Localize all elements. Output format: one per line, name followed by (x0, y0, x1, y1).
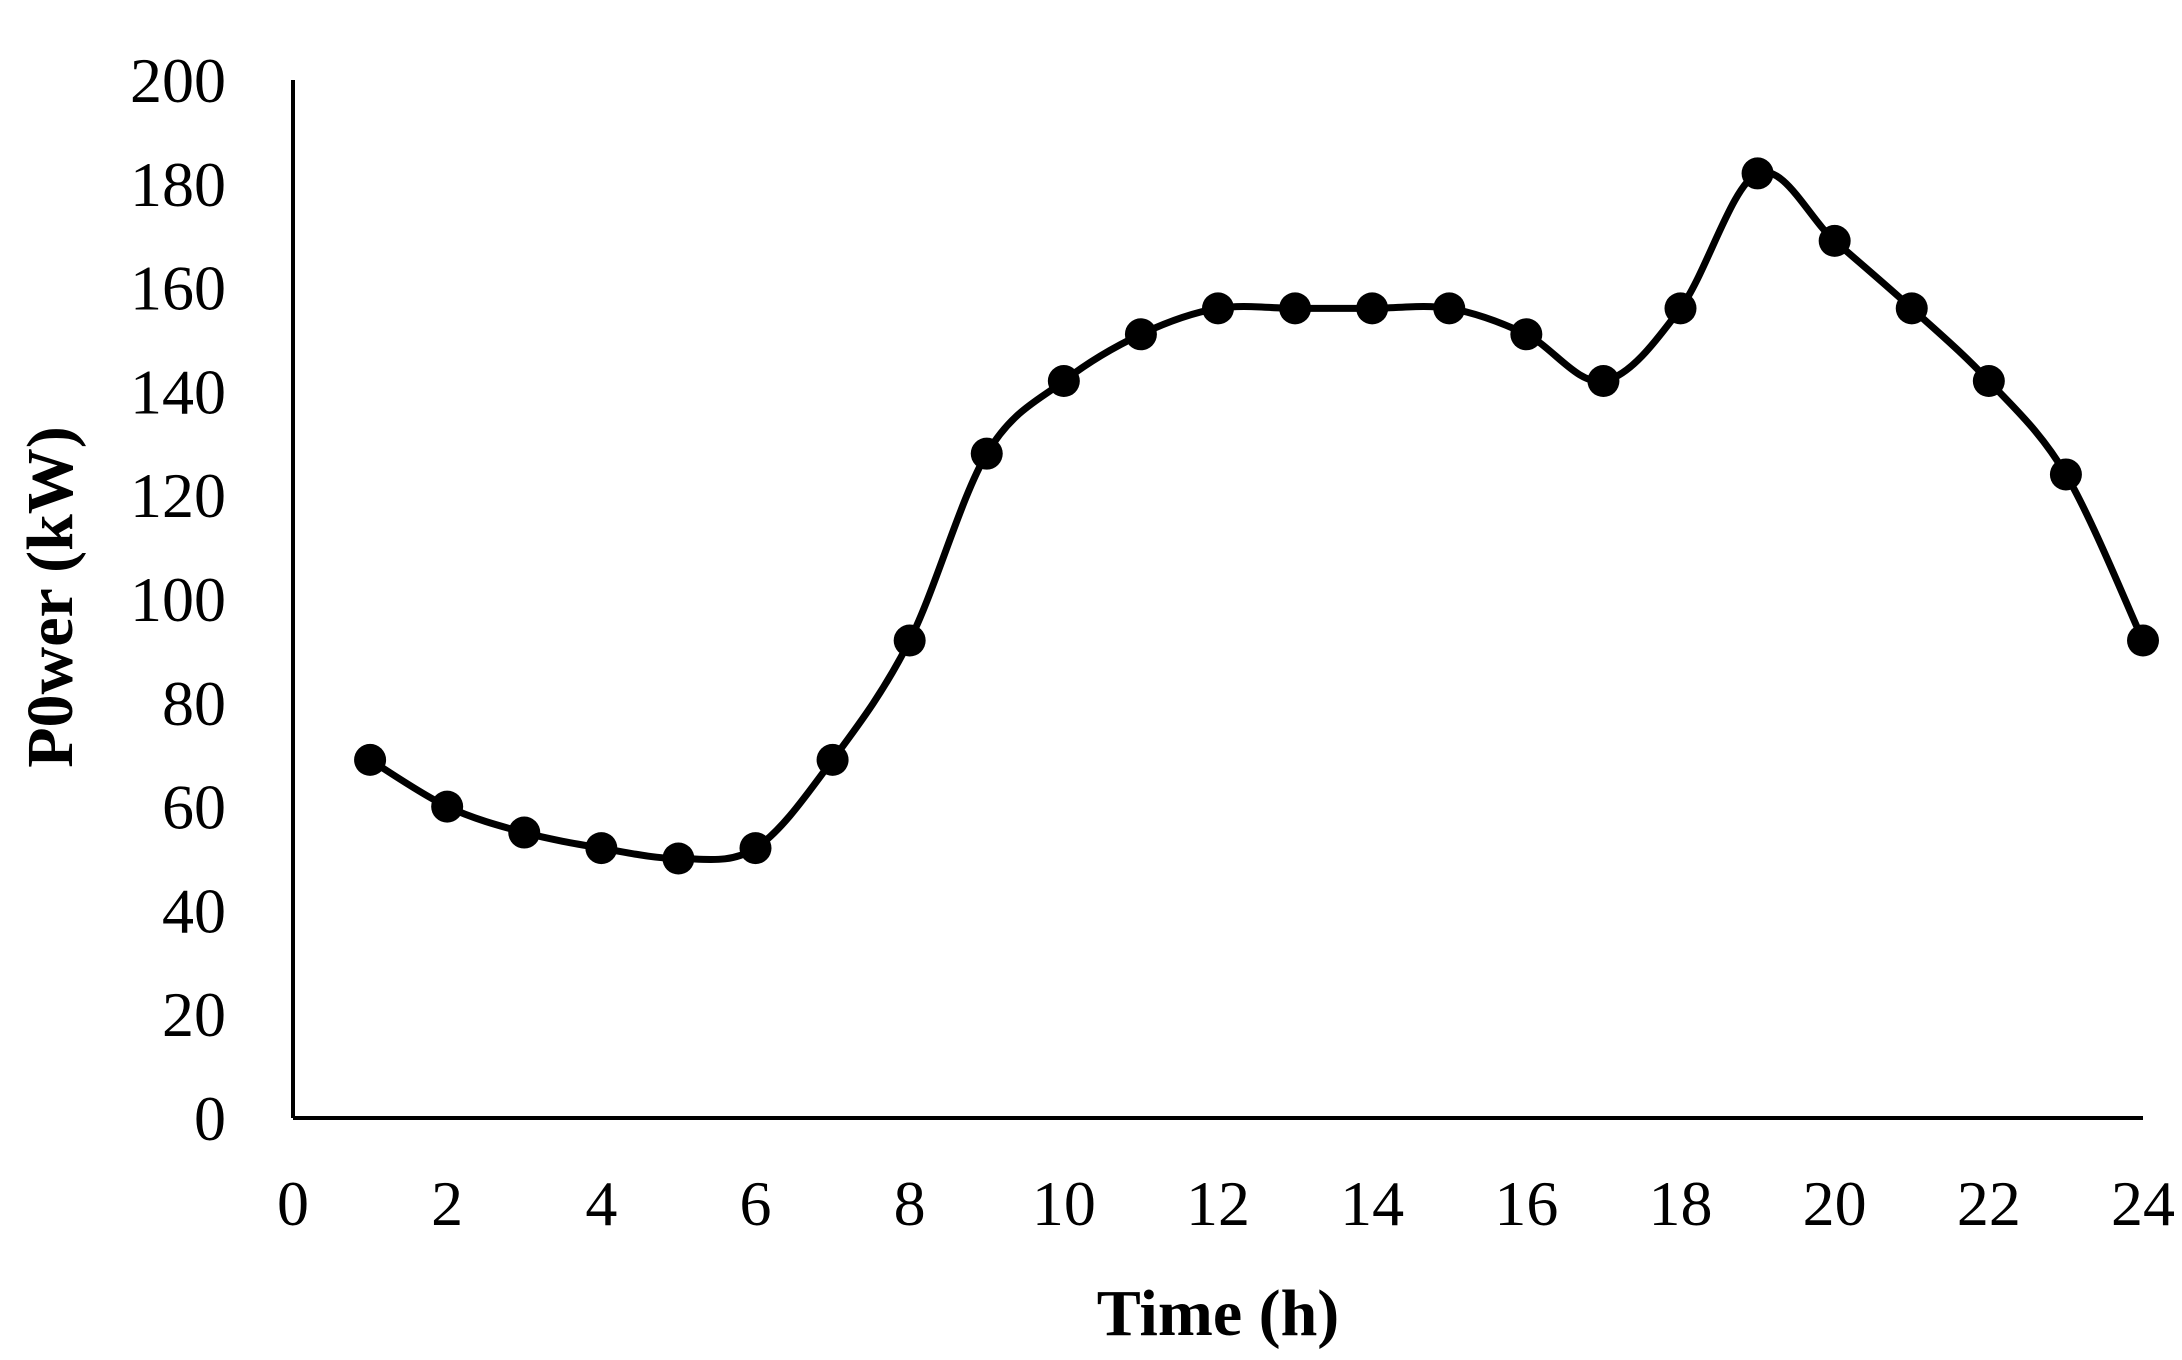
data-point (816, 743, 849, 776)
x-tick-label: 12 (1186, 1168, 1250, 1239)
data-point (1972, 365, 2005, 398)
x-tick-label: 0 (277, 1168, 309, 1239)
y-tick-label: 180 (130, 149, 226, 220)
x-tick-label: 18 (1649, 1168, 1713, 1239)
data-point (1356, 292, 1389, 325)
x-axis-title: Time (h) (1097, 1277, 1340, 1350)
y-tick-label: 120 (130, 460, 226, 531)
y-tick-label: 200 (130, 45, 226, 116)
axes (291, 80, 2143, 1120)
x-tick-label: 8 (894, 1168, 926, 1239)
series-line (368, 168, 2147, 864)
x-tick-label: 22 (1957, 1168, 2021, 1239)
data-point (431, 790, 464, 823)
data-point (1895, 292, 1928, 325)
data-point (2049, 458, 2082, 491)
data-point (1664, 292, 1697, 325)
data-point (662, 842, 695, 875)
y-tick-label: 80 (162, 668, 226, 739)
x-tick-label: 20 (1803, 1168, 1867, 1239)
x-tick-label: 14 (1340, 1168, 1404, 1239)
x-tick-label: 4 (585, 1168, 617, 1239)
plot-area (354, 157, 2159, 875)
data-point (1047, 365, 1080, 398)
y-tick-label: 140 (130, 356, 226, 427)
data-point (1279, 292, 1312, 325)
y-tick-labels: 0 20 40 60 80 100 120 140 160 180 200 (130, 45, 226, 1154)
data-point (585, 832, 618, 865)
data-point (970, 437, 1003, 470)
x-tick-label: 16 (1494, 1168, 1558, 1239)
data-point (508, 816, 541, 849)
x-tick-label: 24 (2111, 1168, 2175, 1239)
data-point (1433, 292, 1466, 325)
data-point (2127, 624, 2159, 657)
y-axis-title: P0wer (kW) (14, 426, 87, 768)
x-tick-label: 10 (1032, 1168, 1096, 1239)
data-point (1587, 365, 1620, 398)
data-point (1510, 318, 1543, 351)
data-point (893, 624, 926, 657)
data-point (1818, 224, 1851, 257)
x-tick-label: 6 (740, 1168, 772, 1239)
data-point (1741, 157, 1774, 190)
y-tick-label: 40 (162, 875, 226, 946)
y-tick-label: 160 (130, 253, 226, 324)
x-tick-label: 2 (431, 1168, 463, 1239)
data-point (1124, 318, 1157, 351)
x-tick-labels: 0 2 4 6 8 10 12 14 16 18 20 22 24 (277, 1168, 2175, 1239)
y-tick-label: 100 (130, 564, 226, 635)
data-point (739, 832, 772, 865)
data-point (1202, 292, 1234, 325)
y-tick-label: 60 (162, 772, 226, 843)
y-tick-label: 20 (162, 979, 226, 1050)
data-point (354, 743, 387, 776)
y-tick-label: 0 (194, 1083, 226, 1154)
